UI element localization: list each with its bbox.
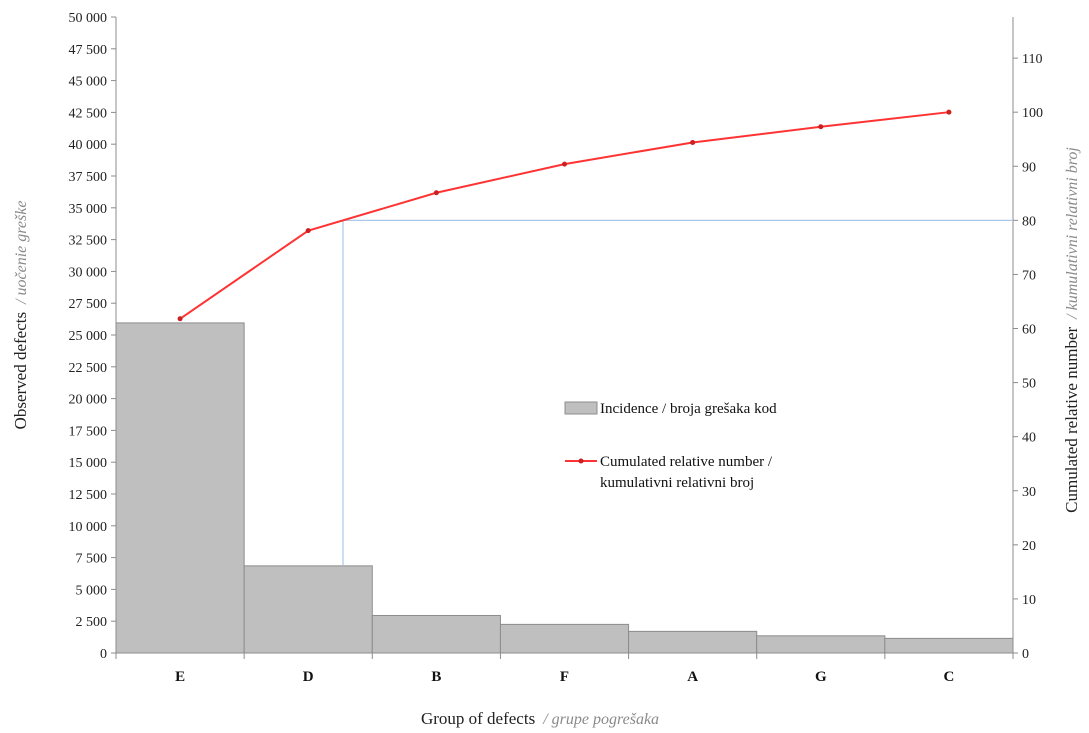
y-right-tick-label: 80 bbox=[1022, 214, 1036, 229]
y-left-tick-label: 35 000 bbox=[69, 202, 108, 217]
cumulative-point-D bbox=[305, 228, 311, 234]
bar-G bbox=[756, 635, 886, 654]
x-tick-label-D: D bbox=[303, 669, 314, 685]
tick-labels: 0 2 500 5 000 7 500 10 000 12 500 15 000 17 500… bbox=[69, 11, 1044, 685]
y-axis-right-title: Cumulated relative number / kumulativni … bbox=[1062, 147, 1081, 513]
cumulative-point-B bbox=[433, 190, 439, 196]
x-tick-label-C: C bbox=[944, 669, 955, 685]
y-left-tick-label: 20 000 bbox=[69, 393, 108, 408]
y-left-tick-label: 37 500 bbox=[69, 170, 108, 185]
x-axis-title: Group of defects / grupe pogrešaka bbox=[421, 709, 659, 728]
cumulative-point-C bbox=[946, 109, 952, 115]
cumulative-point-E bbox=[177, 316, 183, 322]
cumulative-point-A bbox=[690, 139, 696, 145]
y-left-tick-label: 5 000 bbox=[76, 583, 108, 598]
y-right-tick-label: 40 bbox=[1022, 431, 1036, 446]
bar-C bbox=[884, 637, 1014, 654]
y-right-tick-label: 70 bbox=[1022, 268, 1036, 283]
y-left-tick-label: 25 000 bbox=[69, 329, 108, 344]
y-left-tick-label: 27 500 bbox=[69, 297, 108, 312]
legend-bar-label: Incidence / broja grešaka kod bbox=[600, 401, 777, 417]
x-tick-label-B: B bbox=[431, 669, 441, 685]
legend-bar-swatch bbox=[564, 401, 598, 415]
y-left-tick-label: 2 500 bbox=[76, 615, 108, 630]
y-right-tick-label: 10 bbox=[1022, 593, 1036, 608]
x-tick-label-G: G bbox=[815, 669, 827, 685]
legend: Incidence / broja grešaka kod Cumulated … bbox=[564, 401, 777, 491]
bar-series bbox=[115, 322, 1014, 654]
y-left-tick-label: 17 500 bbox=[69, 424, 108, 439]
y-left-tick-label: 32 500 bbox=[69, 234, 108, 249]
y-left-tick-label: 42 500 bbox=[69, 106, 108, 121]
y-right-tick-label: 90 bbox=[1022, 160, 1036, 175]
cumulative-line bbox=[179, 111, 950, 320]
bar-F bbox=[499, 623, 630, 654]
legend-line-label-2: kumulativni relativni broj bbox=[600, 475, 754, 491]
y-right-tick-label: 60 bbox=[1022, 323, 1036, 338]
x-tick-label-E: E bbox=[175, 669, 185, 685]
y-left-tick-label: 40 000 bbox=[69, 138, 108, 153]
bar-A bbox=[628, 630, 758, 654]
axes bbox=[111, 16, 1018, 659]
y-axis-left-title: Observed defects / uočenie greške bbox=[11, 201, 30, 430]
x-tick-label-A: A bbox=[687, 669, 698, 685]
bar-B bbox=[371, 614, 501, 654]
y-left-tick-label: 12 500 bbox=[69, 488, 108, 503]
y-left-tick-label: 10 000 bbox=[69, 520, 108, 535]
cumulative-point-G bbox=[818, 124, 824, 130]
y-left-tick-label: 30 000 bbox=[69, 265, 108, 280]
legend-line-label-1: Cumulated relative number / bbox=[600, 454, 773, 470]
y-left-tick-label: 22 500 bbox=[69, 361, 108, 376]
y-right-tick-label: 30 bbox=[1022, 485, 1036, 500]
y-left-tick-label: 7 500 bbox=[76, 552, 108, 567]
y-right-tick-label: 0 bbox=[1022, 647, 1029, 662]
y-left-tick-label: 50 000 bbox=[69, 11, 108, 26]
y-left-tick-label: 45 000 bbox=[69, 75, 108, 90]
y-left-tick-label: 47 500 bbox=[69, 43, 108, 58]
y-right-tick-label: 100 bbox=[1022, 106, 1043, 121]
y-right-tick-label: 50 bbox=[1022, 377, 1036, 392]
bar-D bbox=[243, 565, 373, 654]
cumulative-point-F bbox=[562, 161, 567, 167]
y-left-tick-label: 0 bbox=[100, 647, 107, 662]
cumulative-line-series bbox=[177, 109, 952, 322]
reference-line-80 bbox=[342, 219, 1013, 566]
x-tick-label-F: F bbox=[560, 669, 569, 685]
y-left-tick-label: 15 000 bbox=[69, 456, 108, 471]
legend-line-marker bbox=[578, 458, 584, 464]
y-right-tick-label: 20 bbox=[1022, 539, 1036, 554]
y-right-tick-label: 110 bbox=[1022, 52, 1042, 67]
bar-E bbox=[115, 322, 245, 654]
